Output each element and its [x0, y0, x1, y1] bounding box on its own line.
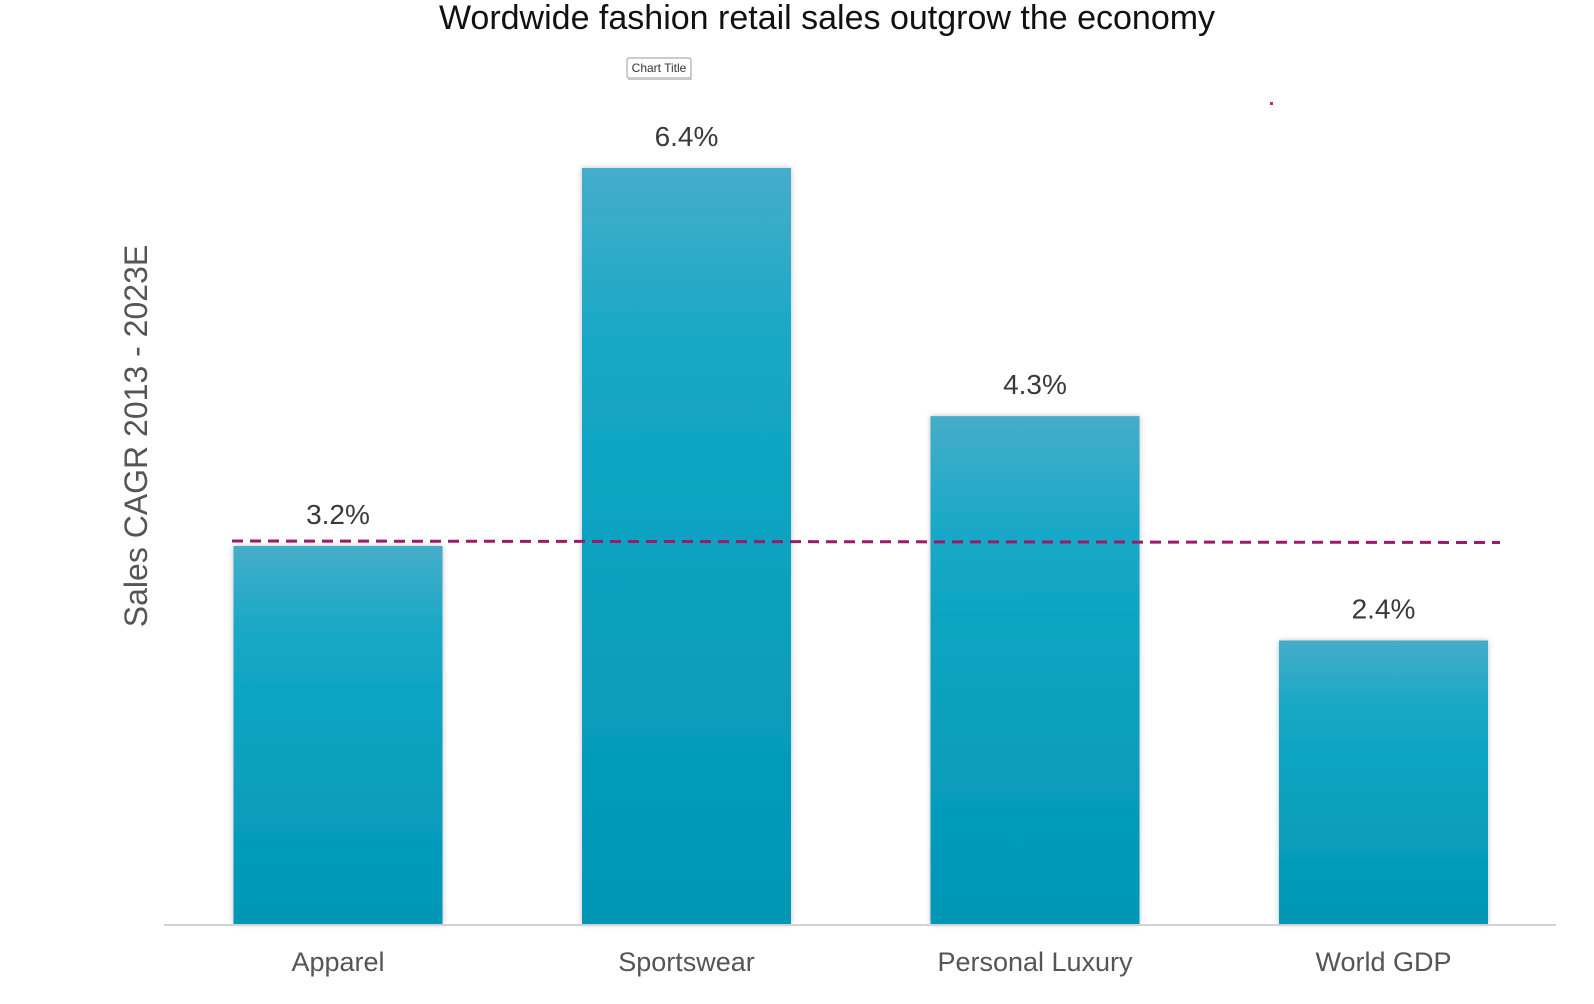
bars-layer [233, 168, 1488, 924]
bar-sportswear [582, 168, 791, 924]
chart-title: Wordwide fashion retail sales outgrow th… [439, 0, 1215, 37]
data-label: 6.4% [655, 121, 719, 152]
data-label: 3.2% [306, 499, 370, 530]
x-tick-label: Apparel [291, 947, 384, 977]
reference-line [231, 539, 1501, 544]
bar-apparel [233, 546, 443, 924]
x-tick-label: World GDP [1315, 947, 1451, 977]
data-label: 4.3% [1003, 369, 1067, 400]
x-tick-label: Personal Luxury [937, 947, 1133, 977]
labels-layer: 3.2% Apparel 6.4% Sportswear 4.3% Personal Lu… [291, 121, 1451, 977]
bar-world-gdp [1279, 640, 1488, 924]
y-axis-label: Sales CAGR 2013 - 2023E [118, 245, 154, 627]
marker-dot [1270, 102, 1273, 105]
x-tick-label: Sportswear [618, 947, 755, 977]
chart-title-chip[interactable]: Chart Title [626, 57, 692, 80]
bar-personal-luxury [930, 416, 1140, 924]
chart-title-chip-label: Chart Title [632, 61, 687, 75]
data-label: 2.4% [1352, 594, 1416, 625]
